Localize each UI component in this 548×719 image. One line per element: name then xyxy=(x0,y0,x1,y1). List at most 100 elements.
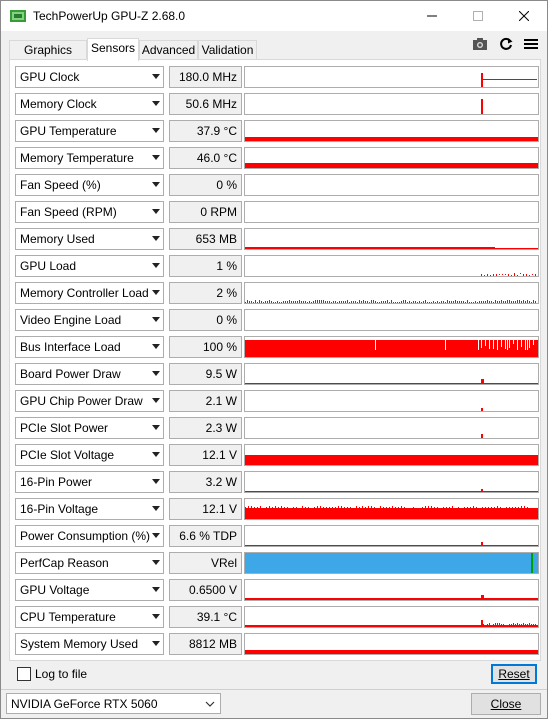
sensor-graph[interactable] xyxy=(244,147,539,169)
close-window-button[interactable] xyxy=(501,1,547,31)
sensor-graph[interactable] xyxy=(244,363,539,385)
close-button[interactable]: Close xyxy=(471,693,541,715)
sensor-graph[interactable] xyxy=(244,93,539,115)
sensor-name-dropdown[interactable]: GPU Load xyxy=(15,255,164,277)
reset-button-label: Reset xyxy=(498,667,530,681)
sensor-graph[interactable] xyxy=(244,417,539,439)
minimize-icon xyxy=(427,15,437,17)
sensor-value: 0 RPM xyxy=(169,201,242,223)
sensor-graph[interactable] xyxy=(244,552,539,574)
sensor-graph-plot xyxy=(245,553,538,573)
sensor-graph[interactable] xyxy=(244,336,539,358)
tab-validation[interactable]: Validation xyxy=(198,40,257,60)
tab-sensors[interactable]: Sensors xyxy=(87,38,139,61)
reset-button[interactable]: Reset xyxy=(491,664,537,684)
sensor-graph-plot xyxy=(245,650,538,654)
minimize-button[interactable] xyxy=(409,1,455,31)
sensor-row: 16-Pin Voltage 12.1 V xyxy=(15,498,539,520)
sensor-graph[interactable] xyxy=(244,498,539,520)
sensor-value: 12.1 V xyxy=(169,444,242,466)
sensor-value: 2.1 W xyxy=(169,390,242,412)
gpuz-app-icon xyxy=(10,10,26,22)
sensor-graph[interactable] xyxy=(244,525,539,547)
sensor-value-text: 2 % xyxy=(216,286,237,300)
sensor-row: GPU Load 1 % xyxy=(15,255,539,277)
close-button-label: Close xyxy=(490,697,522,711)
sensor-name-dropdown[interactable]: PCIe Slot Power xyxy=(15,417,164,439)
sensor-name: Memory Controller Load xyxy=(20,286,149,300)
sensor-name-dropdown[interactable]: GPU Voltage xyxy=(15,579,164,601)
sensor-graph-plot xyxy=(245,137,538,141)
sensor-graph[interactable] xyxy=(244,444,539,466)
sensor-name-dropdown[interactable]: Memory Used xyxy=(15,228,164,250)
sensor-graph[interactable] xyxy=(244,309,539,331)
sensor-name: Video Engine Load xyxy=(20,313,122,327)
sensor-row: Fan Speed (%) 0 % xyxy=(15,174,539,196)
sensor-value: 3.2 W xyxy=(169,471,242,493)
sensor-name-dropdown[interactable]: Board Power Draw xyxy=(15,363,164,385)
sensor-graph-plot xyxy=(245,379,538,384)
dropdown-arrow-icon xyxy=(152,560,160,565)
sensor-name-dropdown[interactable]: Power Consumption (%) xyxy=(15,525,164,547)
menu-icon[interactable] xyxy=(523,37,539,51)
sensor-graph[interactable] xyxy=(244,606,539,628)
sensor-value-text: 100 % xyxy=(202,340,237,354)
sensor-name-dropdown[interactable]: Memory Clock xyxy=(15,93,164,115)
sensor-graph[interactable] xyxy=(244,255,539,277)
sensor-graph[interactable] xyxy=(244,471,539,493)
dropdown-arrow-icon xyxy=(152,533,160,538)
sensor-graph[interactable] xyxy=(244,579,539,601)
sensor-graph-plot xyxy=(245,506,538,519)
sensor-graph-plot xyxy=(245,542,538,546)
sensor-graph[interactable] xyxy=(244,390,539,412)
tab-advanced[interactable]: Advanced xyxy=(139,40,198,60)
sensor-name-dropdown[interactable]: Video Engine Load xyxy=(15,309,164,331)
sensor-name-dropdown[interactable]: Memory Controller Load xyxy=(15,282,164,304)
sensor-row: Board Power Draw 9.5 W xyxy=(15,363,539,385)
maximize-button[interactable] xyxy=(455,1,501,31)
gpu-selector[interactable]: NVIDIA GeForce RTX 5060 xyxy=(6,693,221,714)
sensor-name-dropdown[interactable]: Memory Temperature xyxy=(15,147,164,169)
sensor-graph[interactable] xyxy=(244,201,539,223)
sensor-graph[interactable] xyxy=(244,120,539,142)
log-to-file-box[interactable] xyxy=(17,667,31,681)
sensor-name-dropdown[interactable]: GPU Chip Power Draw xyxy=(15,390,164,412)
dropdown-arrow-icon xyxy=(152,614,160,619)
sensor-graph-plot xyxy=(245,489,538,492)
sensor-name-dropdown[interactable]: Fan Speed (%) xyxy=(15,174,164,196)
sensor-row: GPU Chip Power Draw 2.1 W xyxy=(15,390,539,412)
sensor-value-text: 2.1 W xyxy=(205,394,237,408)
dropdown-arrow-icon xyxy=(152,263,160,268)
tab-graphics-card[interactable]: Graphics Card xyxy=(9,40,87,76)
title-bar[interactable]: TechPowerUp GPU-Z 2.68.0 xyxy=(1,1,547,31)
sensor-name-dropdown[interactable]: PCIe Slot Voltage xyxy=(15,444,164,466)
sensor-name-dropdown[interactable]: 16-Pin Voltage xyxy=(15,498,164,520)
sensor-graph[interactable] xyxy=(244,633,539,655)
sensor-name-dropdown[interactable]: Fan Speed (RPM) xyxy=(15,201,164,223)
sensor-name-dropdown[interactable]: PerfCap Reason xyxy=(15,552,164,574)
sensor-graph[interactable] xyxy=(244,174,539,196)
sensor-value-text: 2.3 W xyxy=(205,421,237,435)
sensor-graph[interactable] xyxy=(244,228,539,250)
sensor-name-dropdown[interactable]: GPU Clock xyxy=(15,66,164,88)
sensor-name-dropdown[interactable]: 16-Pin Power xyxy=(15,471,164,493)
log-to-file-label[interactable]: Log to file xyxy=(35,667,88,681)
sensor-row: 16-Pin Power 3.2 W xyxy=(15,471,539,493)
sensor-name-dropdown[interactable]: CPU Temperature xyxy=(15,606,164,628)
sensor-value: VRel xyxy=(169,552,242,574)
sensor-value: 0 % xyxy=(169,174,242,196)
refresh-icon[interactable] xyxy=(498,37,514,51)
sensor-name-dropdown[interactable]: Bus Interface Load xyxy=(15,336,164,358)
sensor-value: 2.3 W xyxy=(169,417,242,439)
camera-icon[interactable] xyxy=(472,37,488,51)
sensor-value: 50.6 MHz xyxy=(169,93,242,115)
sensor-graph[interactable] xyxy=(244,66,539,88)
sensor-graph[interactable] xyxy=(244,282,539,304)
sensor-row: CPU Temperature 39.1 °C xyxy=(15,606,539,628)
sensor-name-dropdown[interactable]: System Memory Used xyxy=(15,633,164,655)
sensor-name-dropdown[interactable]: GPU Temperature xyxy=(15,120,164,142)
sensor-name: System Memory Used xyxy=(20,637,139,651)
sensor-name: GPU Load xyxy=(20,259,77,273)
sensor-value: 653 MB xyxy=(169,228,242,250)
dropdown-arrow-icon xyxy=(152,398,160,403)
